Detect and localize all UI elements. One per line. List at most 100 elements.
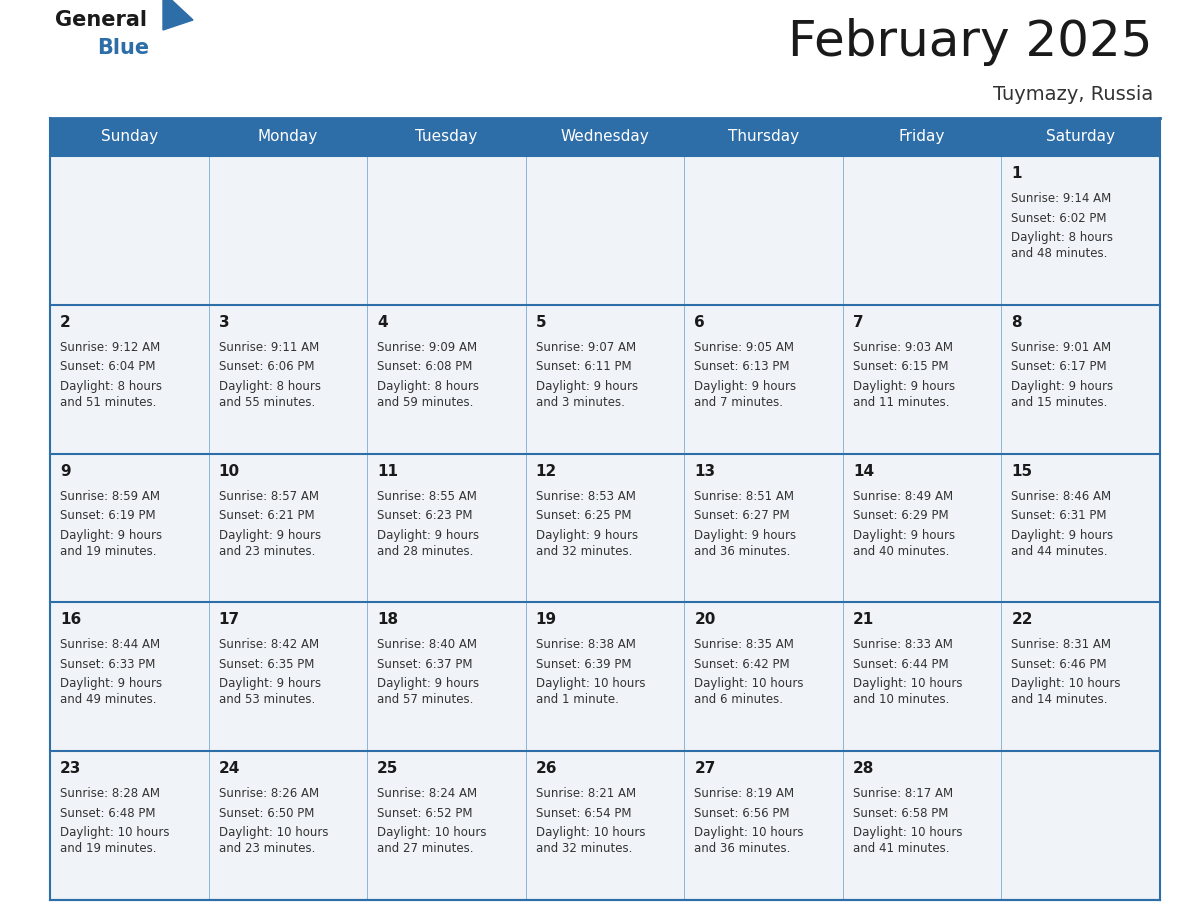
Text: Sunday: Sunday — [101, 129, 158, 144]
Bar — [367, 156, 526, 305]
Bar — [50, 118, 1159, 156]
Bar — [209, 453, 367, 602]
Text: 7: 7 — [853, 315, 864, 330]
Text: Sunrise: 8:55 AM: Sunrise: 8:55 AM — [377, 489, 478, 502]
Text: Daylight: 10 hours
and 36 minutes.: Daylight: 10 hours and 36 minutes. — [694, 826, 804, 856]
Bar — [526, 602, 684, 751]
Text: Daylight: 9 hours
and 28 minutes.: Daylight: 9 hours and 28 minutes. — [377, 529, 479, 557]
Text: 13: 13 — [694, 464, 715, 478]
Text: 21: 21 — [853, 612, 874, 627]
Text: Daylight: 10 hours
and 6 minutes.: Daylight: 10 hours and 6 minutes. — [694, 677, 804, 706]
Text: Sunset: 6:44 PM: Sunset: 6:44 PM — [853, 658, 948, 671]
Text: Daylight: 10 hours
and 23 minutes.: Daylight: 10 hours and 23 minutes. — [219, 826, 328, 856]
Bar — [209, 305, 367, 453]
Text: Sunset: 6:21 PM: Sunset: 6:21 PM — [219, 509, 314, 522]
Bar — [684, 156, 842, 305]
Bar — [842, 602, 1001, 751]
Text: Sunrise: 9:09 AM: Sunrise: 9:09 AM — [377, 341, 478, 353]
Text: Daylight: 10 hours
and 19 minutes.: Daylight: 10 hours and 19 minutes. — [61, 826, 170, 856]
Bar — [842, 156, 1001, 305]
Text: Sunrise: 8:42 AM: Sunrise: 8:42 AM — [219, 638, 318, 652]
Bar — [50, 751, 209, 900]
Text: Daylight: 9 hours
and 3 minutes.: Daylight: 9 hours and 3 minutes. — [536, 380, 638, 409]
Text: Daylight: 9 hours
and 40 minutes.: Daylight: 9 hours and 40 minutes. — [853, 529, 955, 557]
Text: 20: 20 — [694, 612, 715, 627]
Bar — [1001, 751, 1159, 900]
Polygon shape — [163, 0, 192, 30]
Text: 22: 22 — [1011, 612, 1032, 627]
Text: 16: 16 — [61, 612, 81, 627]
Text: Daylight: 10 hours
and 27 minutes.: Daylight: 10 hours and 27 minutes. — [377, 826, 487, 856]
Text: Sunset: 6:13 PM: Sunset: 6:13 PM — [694, 360, 790, 374]
Bar — [367, 305, 526, 453]
Text: Daylight: 9 hours
and 57 minutes.: Daylight: 9 hours and 57 minutes. — [377, 677, 479, 706]
Bar — [209, 156, 367, 305]
Text: 9: 9 — [61, 464, 70, 478]
Text: 10: 10 — [219, 464, 240, 478]
Text: Friday: Friday — [899, 129, 946, 144]
Text: Sunrise: 9:14 AM: Sunrise: 9:14 AM — [1011, 192, 1112, 205]
Text: Sunrise: 8:49 AM: Sunrise: 8:49 AM — [853, 489, 953, 502]
Bar — [367, 602, 526, 751]
Text: Sunrise: 8:59 AM: Sunrise: 8:59 AM — [61, 489, 160, 502]
Text: Daylight: 9 hours
and 11 minutes.: Daylight: 9 hours and 11 minutes. — [853, 380, 955, 409]
Text: Sunset: 6:02 PM: Sunset: 6:02 PM — [1011, 211, 1107, 225]
Text: Sunrise: 8:51 AM: Sunrise: 8:51 AM — [694, 489, 795, 502]
Text: General: General — [55, 10, 147, 30]
Bar — [50, 156, 209, 305]
Bar — [526, 156, 684, 305]
Text: Daylight: 8 hours
and 51 minutes.: Daylight: 8 hours and 51 minutes. — [61, 380, 162, 409]
Text: 2: 2 — [61, 315, 71, 330]
Text: Sunset: 6:35 PM: Sunset: 6:35 PM — [219, 658, 314, 671]
Text: 5: 5 — [536, 315, 546, 330]
Bar — [209, 751, 367, 900]
Text: Daylight: 9 hours
and 15 minutes.: Daylight: 9 hours and 15 minutes. — [1011, 380, 1113, 409]
Text: Sunrise: 9:12 AM: Sunrise: 9:12 AM — [61, 341, 160, 353]
Text: Daylight: 9 hours
and 19 minutes.: Daylight: 9 hours and 19 minutes. — [61, 529, 162, 557]
Bar — [684, 602, 842, 751]
Text: Sunrise: 8:24 AM: Sunrise: 8:24 AM — [377, 788, 478, 800]
Bar — [1001, 602, 1159, 751]
Bar — [526, 751, 684, 900]
Text: Sunrise: 9:01 AM: Sunrise: 9:01 AM — [1011, 341, 1112, 353]
Text: Daylight: 9 hours
and 7 minutes.: Daylight: 9 hours and 7 minutes. — [694, 380, 796, 409]
Text: Daylight: 10 hours
and 1 minute.: Daylight: 10 hours and 1 minute. — [536, 677, 645, 706]
Text: Sunrise: 8:46 AM: Sunrise: 8:46 AM — [1011, 489, 1112, 502]
Text: Sunset: 6:37 PM: Sunset: 6:37 PM — [377, 658, 473, 671]
Text: Sunrise: 8:17 AM: Sunrise: 8:17 AM — [853, 788, 953, 800]
Bar — [1001, 305, 1159, 453]
Text: 25: 25 — [377, 761, 398, 777]
Bar — [526, 453, 684, 602]
Text: 26: 26 — [536, 761, 557, 777]
Text: Sunset: 6:29 PM: Sunset: 6:29 PM — [853, 509, 948, 522]
Text: 27: 27 — [694, 761, 715, 777]
Text: Sunset: 6:04 PM: Sunset: 6:04 PM — [61, 360, 156, 374]
Bar — [367, 751, 526, 900]
Text: 18: 18 — [377, 612, 398, 627]
Text: Daylight: 10 hours
and 14 minutes.: Daylight: 10 hours and 14 minutes. — [1011, 677, 1121, 706]
Text: 15: 15 — [1011, 464, 1032, 478]
Text: 23: 23 — [61, 761, 81, 777]
Text: Daylight: 10 hours
and 32 minutes.: Daylight: 10 hours and 32 minutes. — [536, 826, 645, 856]
Text: Sunset: 6:50 PM: Sunset: 6:50 PM — [219, 807, 314, 820]
Bar — [842, 751, 1001, 900]
Text: Sunrise: 9:11 AM: Sunrise: 9:11 AM — [219, 341, 318, 353]
Bar — [1001, 453, 1159, 602]
Text: Sunset: 6:54 PM: Sunset: 6:54 PM — [536, 807, 631, 820]
Text: Daylight: 10 hours
and 10 minutes.: Daylight: 10 hours and 10 minutes. — [853, 677, 962, 706]
Text: Sunset: 6:19 PM: Sunset: 6:19 PM — [61, 509, 156, 522]
Text: Sunrise: 8:28 AM: Sunrise: 8:28 AM — [61, 788, 160, 800]
Text: Tuesday: Tuesday — [416, 129, 478, 144]
Text: Sunset: 6:52 PM: Sunset: 6:52 PM — [377, 807, 473, 820]
Text: Sunset: 6:48 PM: Sunset: 6:48 PM — [61, 807, 156, 820]
Bar — [367, 453, 526, 602]
Text: Sunset: 6:11 PM: Sunset: 6:11 PM — [536, 360, 631, 374]
Text: 19: 19 — [536, 612, 557, 627]
Text: Sunset: 6:25 PM: Sunset: 6:25 PM — [536, 509, 631, 522]
Bar — [842, 305, 1001, 453]
Text: 17: 17 — [219, 612, 240, 627]
Text: Sunset: 6:56 PM: Sunset: 6:56 PM — [694, 807, 790, 820]
Text: Sunset: 6:08 PM: Sunset: 6:08 PM — [377, 360, 473, 374]
Bar — [50, 453, 209, 602]
Text: Sunrise: 8:33 AM: Sunrise: 8:33 AM — [853, 638, 953, 652]
